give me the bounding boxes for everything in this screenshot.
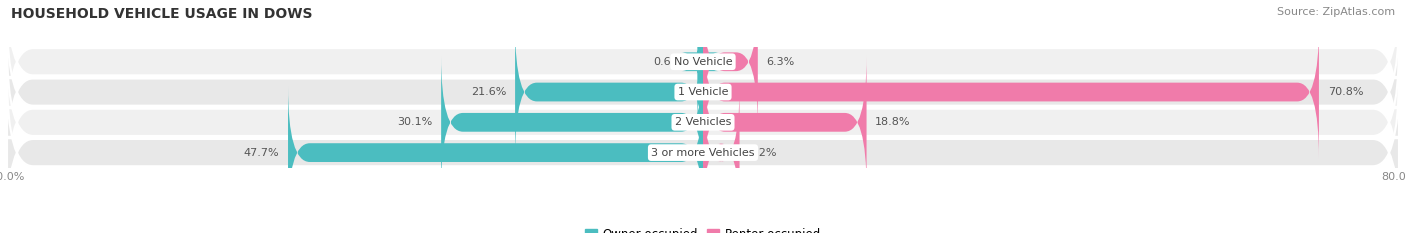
Text: No Vehicle: No Vehicle: [673, 57, 733, 67]
Legend: Owner-occupied, Renter-occupied: Owner-occupied, Renter-occupied: [585, 228, 821, 233]
Text: 21.6%: 21.6%: [471, 87, 506, 97]
Text: 3 or more Vehicles: 3 or more Vehicles: [651, 148, 755, 158]
FancyBboxPatch shape: [7, 0, 1399, 139]
FancyBboxPatch shape: [7, 15, 1399, 169]
FancyBboxPatch shape: [288, 86, 703, 219]
Text: 70.8%: 70.8%: [1327, 87, 1364, 97]
Text: 47.7%: 47.7%: [243, 148, 280, 158]
Text: HOUSEHOLD VEHICLE USAGE IN DOWS: HOUSEHOLD VEHICLE USAGE IN DOWS: [11, 7, 312, 21]
FancyBboxPatch shape: [682, 0, 718, 128]
Text: 30.1%: 30.1%: [396, 117, 433, 127]
FancyBboxPatch shape: [515, 26, 703, 158]
Text: 6.3%: 6.3%: [766, 57, 794, 67]
FancyBboxPatch shape: [703, 56, 866, 189]
Text: Source: ZipAtlas.com: Source: ZipAtlas.com: [1277, 7, 1395, 17]
FancyBboxPatch shape: [703, 86, 740, 219]
Text: 4.2%: 4.2%: [748, 148, 776, 158]
FancyBboxPatch shape: [7, 45, 1399, 199]
FancyBboxPatch shape: [703, 26, 1319, 158]
Text: 1 Vehicle: 1 Vehicle: [678, 87, 728, 97]
Text: 18.8%: 18.8%: [876, 117, 911, 127]
FancyBboxPatch shape: [441, 56, 703, 189]
Text: 2 Vehicles: 2 Vehicles: [675, 117, 731, 127]
FancyBboxPatch shape: [7, 75, 1399, 230]
FancyBboxPatch shape: [703, 0, 758, 128]
Text: 0.65%: 0.65%: [654, 57, 689, 67]
